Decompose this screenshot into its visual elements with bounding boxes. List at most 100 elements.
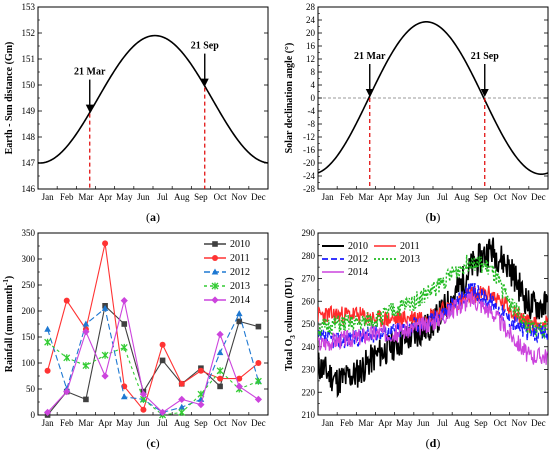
data-point-2014 [139, 390, 148, 398]
y-axis-label: Total O3 column (DU) [284, 277, 297, 370]
x-tick-label: Jun [417, 418, 430, 428]
annotation-label: 21 Mar [74, 67, 106, 78]
data-point-2013 [63, 354, 71, 362]
y-tick-label: 100 [22, 358, 36, 368]
series-line-2013 [47, 341, 259, 416]
data-point-2014 [43, 408, 52, 416]
x-tick-label: Jan [322, 418, 334, 428]
y-axis-label: Solar declination angle (°) [284, 43, 295, 154]
x-tick-label: Sep [194, 418, 208, 428]
data-point-2011 [217, 375, 224, 382]
data-point-2014 [158, 408, 167, 416]
legend-label-2013: 2013 [230, 281, 250, 292]
y-tick-label: 147 [22, 158, 36, 168]
chart-panel-d: 210 220 230 240 250 260 270 280 290 Jan Feb Mar Apr M… [284, 228, 549, 450]
x-tick-label: Oct [214, 418, 227, 428]
x-tick-label: Nov [512, 192, 528, 202]
x-tick-label: Feb [60, 418, 74, 428]
legend-label-2011: 2011 [400, 241, 420, 252]
y-tick-label: -8 [308, 119, 316, 129]
y-tick-label: -28 [303, 184, 315, 194]
x-tick-label: Mar [358, 192, 373, 202]
series-line [38, 34, 268, 164]
x-tick-label: May [396, 192, 413, 202]
series-line-2012 [47, 307, 259, 413]
y-tick-label: -24 [303, 171, 315, 181]
series-line-2012 [318, 281, 548, 349]
legend-label-2014: 2014 [230, 295, 250, 306]
x-tick-label: May [116, 418, 133, 428]
data-point-2013 [44, 338, 52, 346]
x-tick-label: Oct [494, 418, 507, 428]
annotation-label: 21 Sep [471, 51, 500, 62]
data-point-2010 [217, 383, 223, 390]
y-tick-label: 12 [306, 54, 315, 64]
series-line-2010 [47, 304, 259, 416]
legend-marker-2010 [212, 241, 218, 247]
legend-marker-2012 [211, 268, 219, 275]
x-tick-label: Feb [340, 418, 354, 428]
x-tick-label: Nov [232, 192, 248, 202]
chart-panel-a: 146 147 148 149 150 151 152 153 Jan Feb Mar Apr May J… [4, 2, 269, 224]
data-point-2013 [101, 351, 109, 359]
x-tick-label: Dec [531, 192, 546, 202]
y-tick-label: 260 [302, 296, 316, 306]
x-tick-label: Feb [340, 192, 354, 202]
x-tick-label: Jun [137, 192, 150, 202]
x-tick-label: Jun [417, 192, 430, 202]
data-point-2014 [216, 330, 224, 338]
y-tick-label: 50 [26, 384, 36, 394]
x-tick-label: Aug [174, 418, 190, 428]
y-tick-label: 146 [22, 184, 36, 194]
data-point-2014 [101, 372, 109, 380]
data-point-2010 [121, 321, 128, 327]
x-tick-label: Sep [194, 192, 208, 202]
x-tick-label: Apr [98, 192, 112, 202]
data-point-2014 [63, 388, 71, 396]
y-tick-label: 0 [31, 410, 36, 420]
y-tick-label: 24 [306, 15, 316, 25]
data-point-2012 [178, 403, 186, 410]
x-tick-label: Sep [474, 192, 488, 202]
y-tick-label: 16 [306, 41, 316, 51]
data-point-2010 [255, 323, 262, 330]
x-tick-label: Dec [251, 418, 266, 428]
x-tick-label: Nov [512, 418, 528, 428]
legend-marker-2013 [211, 282, 219, 290]
chart-panel-b: -28 -24 -20 -16 -12 -8 -4 0 4 8 12 16 20 24 28 Jan Feb Ma… [284, 2, 549, 224]
annotation-arrowhead [85, 104, 94, 113]
legend-label-2013: 2013 [400, 254, 420, 265]
x-tick-label: Apr [378, 418, 392, 428]
data-point-2011 [63, 297, 70, 304]
y-tick-label: 151 [22, 54, 36, 64]
y-tick-label: 250 [22, 280, 36, 290]
axes-frame [37, 6, 269, 190]
y-tick-label: 300 [22, 254, 36, 264]
data-point-2012 [216, 349, 224, 356]
y-tick-label: 220 [302, 387, 316, 397]
y-tick-label: 200 [22, 306, 36, 316]
y-tick-label: 230 [302, 365, 316, 375]
x-tick-label: Aug [454, 418, 470, 428]
y-tick-label: 149 [22, 106, 36, 116]
x-tick-label: Aug [454, 192, 470, 202]
data-point-2010 [236, 318, 243, 325]
y-tick-label: 240 [302, 342, 316, 352]
y-axis-label: Earth - Sun distance (Gm) [4, 42, 15, 155]
data-point-2012 [82, 320, 90, 327]
data-point-2014 [235, 382, 243, 390]
y-tick-label: 150 [22, 332, 36, 342]
series-line-2014 [47, 300, 259, 414]
y-tick-label: -16 [303, 145, 315, 155]
y-tick-label: 280 [302, 251, 316, 261]
y-tick-label: 350 [22, 228, 36, 238]
annotation-label: 21 Sep [191, 41, 220, 52]
legend-label-2010: 2010 [230, 239, 250, 250]
panel-caption: (a) [146, 210, 160, 224]
data-point-2012 [44, 325, 51, 332]
y-tick-label: 0 [311, 93, 316, 103]
data-point-2012 [120, 393, 128, 400]
x-tick-label: Feb [60, 192, 74, 202]
x-tick-label: May [116, 192, 133, 202]
